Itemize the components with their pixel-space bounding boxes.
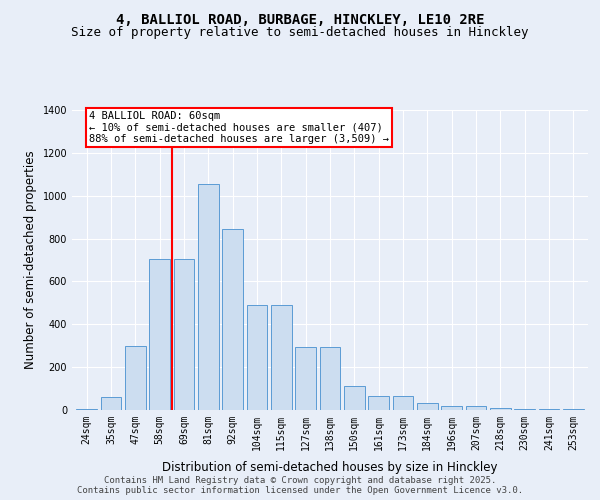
Bar xyxy=(344,386,365,410)
Y-axis label: Number of semi-detached properties: Number of semi-detached properties xyxy=(24,150,37,370)
Bar xyxy=(563,409,584,410)
Bar xyxy=(173,259,194,410)
Text: 4, BALLIOL ROAD, BURBAGE, HINCKLEY, LE10 2RE: 4, BALLIOL ROAD, BURBAGE, HINCKLEY, LE10… xyxy=(116,12,484,26)
Bar xyxy=(295,347,316,410)
Bar xyxy=(417,402,438,410)
Bar xyxy=(490,408,511,410)
Text: Contains HM Land Registry data © Crown copyright and database right 2025.
Contai: Contains HM Land Registry data © Crown c… xyxy=(77,476,523,495)
Bar xyxy=(76,409,97,410)
Bar xyxy=(125,346,146,410)
Bar xyxy=(271,305,292,410)
Bar xyxy=(101,397,121,410)
Text: 4 BALLIOL ROAD: 60sqm
← 10% of semi-detached houses are smaller (407)
88% of sem: 4 BALLIOL ROAD: 60sqm ← 10% of semi-deta… xyxy=(89,111,389,144)
Bar xyxy=(222,229,243,410)
Bar xyxy=(442,406,462,410)
Bar xyxy=(514,409,535,410)
Bar xyxy=(198,184,218,410)
Bar xyxy=(247,305,268,410)
Bar xyxy=(392,396,413,410)
Bar xyxy=(466,406,487,410)
X-axis label: Distribution of semi-detached houses by size in Hinckley: Distribution of semi-detached houses by … xyxy=(162,461,498,474)
Bar xyxy=(320,347,340,410)
Text: Size of property relative to semi-detached houses in Hinckley: Size of property relative to semi-detach… xyxy=(71,26,529,39)
Bar xyxy=(149,259,170,410)
Bar xyxy=(539,409,559,410)
Bar xyxy=(368,396,389,410)
